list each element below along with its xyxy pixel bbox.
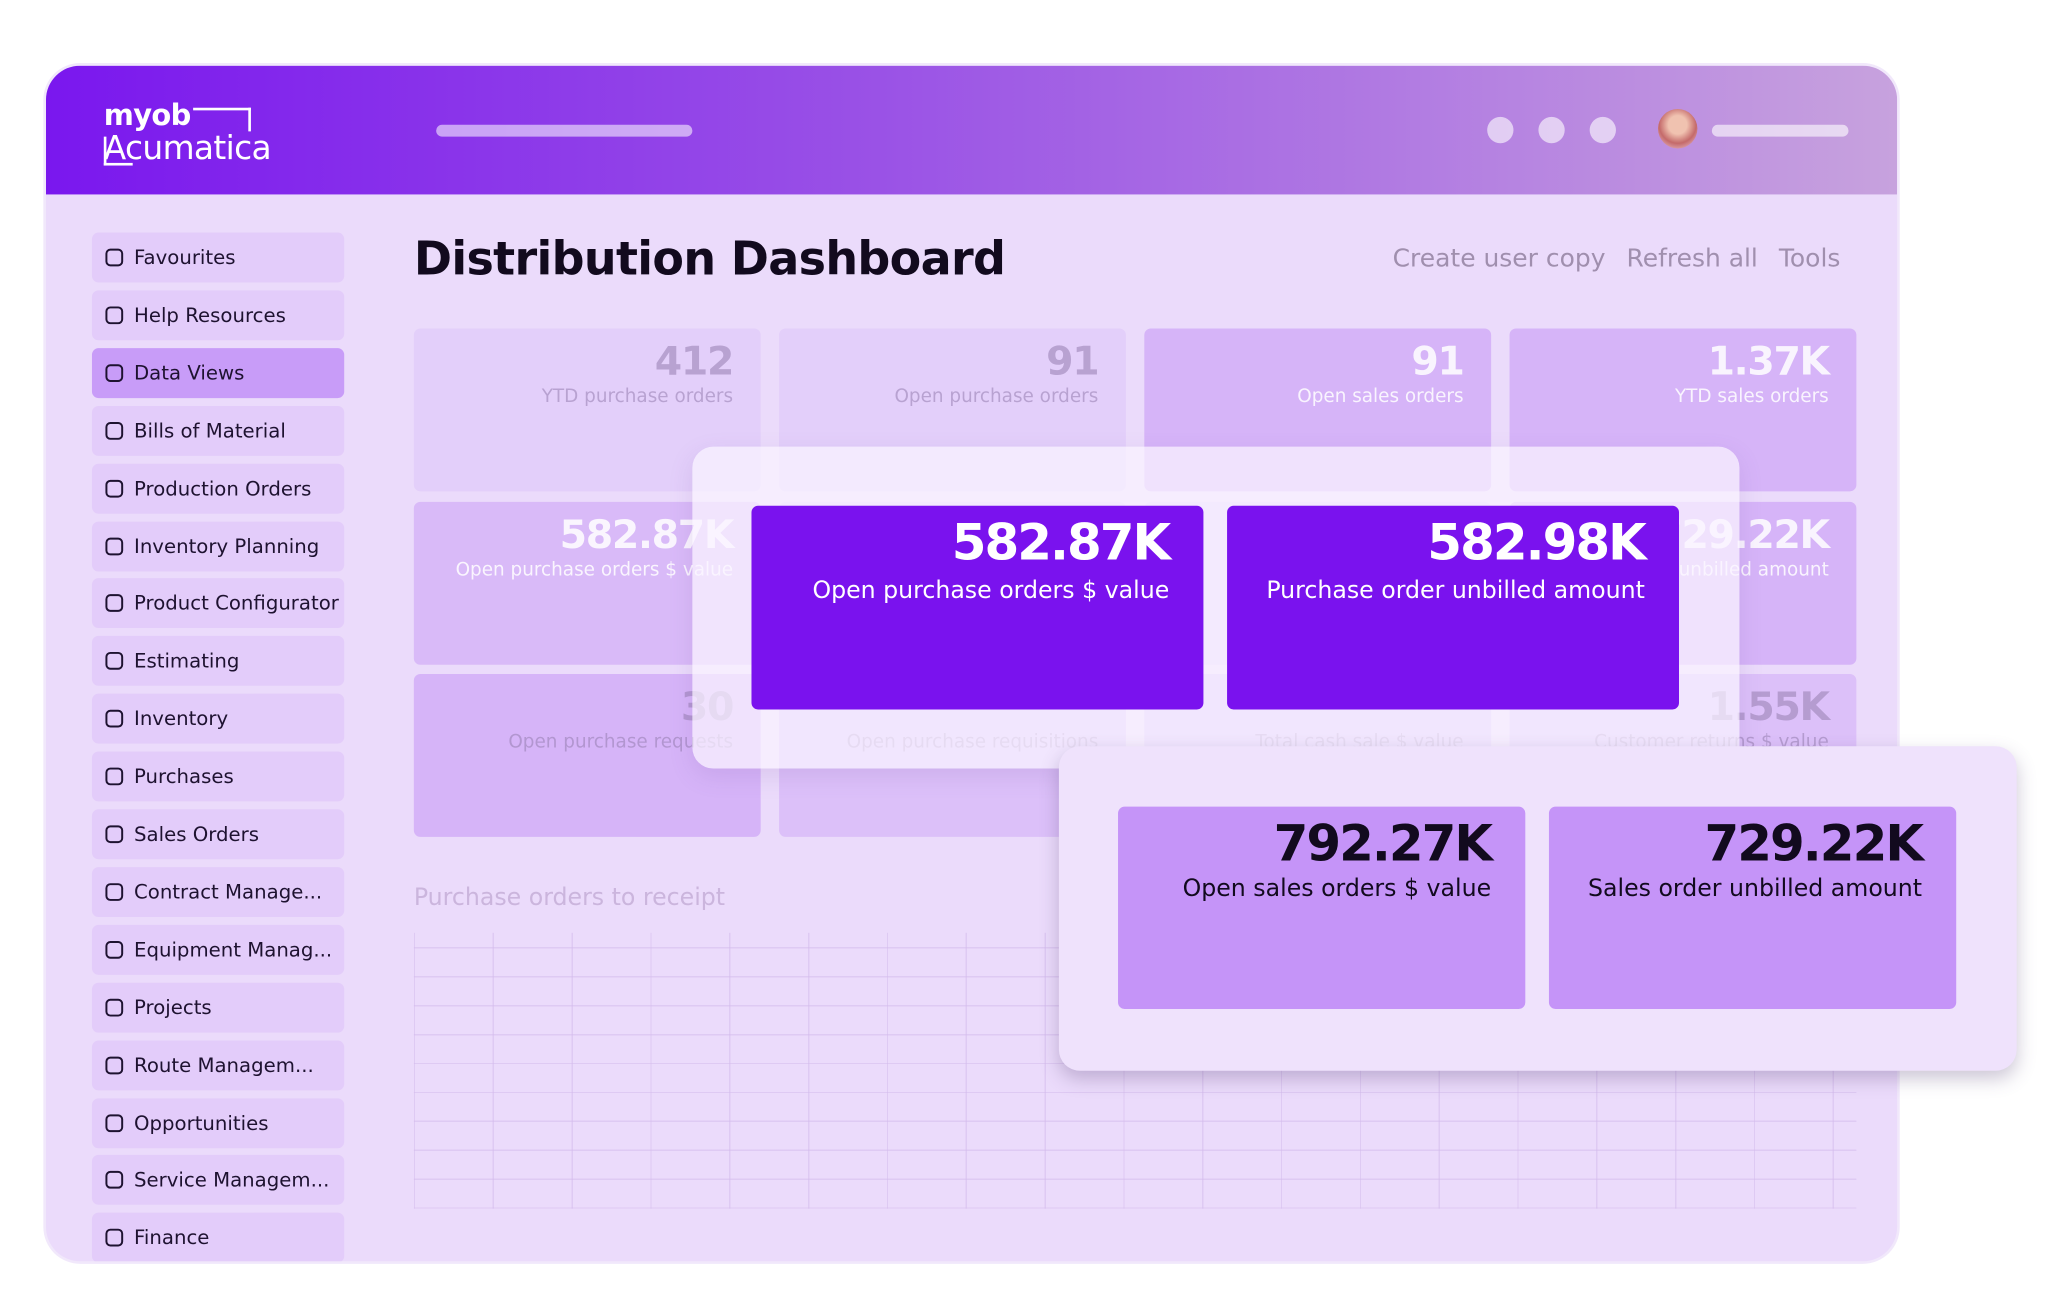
card-value: 729.22K [1704,814,1925,873]
nav-item[interactable]: Favourites [91,232,345,283]
highlight-card: 582.87K Open purchase orders $ value [751,505,1204,710]
nav-icon [105,652,124,671]
tile: 412 YTD purchase orders [413,328,761,492]
tile-label: Open sales orders [1297,386,1464,408]
nav-icon [105,306,124,325]
nav-icon [105,421,124,440]
card-label: Open purchase orders $ value [812,576,1170,605]
tile: 1.37K YTD sales orders [1509,328,1857,492]
nav-item[interactable]: Equipment Manag... [91,924,345,975]
secondary-card: 792.27K Open sales orders $ value [1118,806,1526,1009]
tile-label: YTD sales orders [1674,386,1829,408]
nav-icon [105,479,124,498]
card-label: Sales order unbilled amount [1587,874,1923,903]
nav-item[interactable]: Production Orders [91,463,345,514]
nav-icon [105,363,124,382]
secondary-panel: 792.27K Open sales orders $ value 729.22K S… [1058,746,2017,1071]
dot[interactable] [1538,116,1565,144]
tile-label: Open purchase orders $ value [455,559,734,581]
logo-line [103,136,107,166]
nav-icon [105,1229,124,1247]
nav-icon [105,998,124,1017]
nav-icon [105,1171,124,1190]
logo-line [248,107,251,132]
nav-item[interactable]: Service Managem... [91,1155,345,1206]
nav-icon [105,248,124,267]
dot[interactable] [1487,116,1514,144]
header: myob Acumatica [45,65,1898,195]
section-title: Purchase orders to receipt [413,884,726,912]
nav-icon [105,825,124,844]
nav-icon [105,710,124,728]
nav-icon [105,767,124,786]
nav-icon [105,940,124,959]
avatar[interactable] [1657,109,1698,149]
nav-item[interactable]: Contract Manage... [91,866,345,917]
tile-value: 412 [654,338,735,385]
nav-item[interactable]: Projects [91,982,345,1033]
nav-icon [105,1056,124,1074]
nav-item[interactable]: Sales Orders [91,809,345,860]
tile-label: Open purchase requests [508,731,734,753]
user-placeholder [1711,124,1849,137]
nav-icon [105,883,124,901]
nav-item[interactable]: Purchases [91,751,345,802]
card-label: Open sales orders $ value [1182,874,1492,903]
tile-label: Open purchase orders [894,386,1099,408]
logo-bottom: Acumatica [103,128,272,167]
secondary-card: 729.22K Sales order unbilled amount [1548,806,1957,1009]
toolbar-action[interactable]: Tools [1778,244,1841,274]
nav-item[interactable]: Help Resources [91,290,345,341]
tile-value: 91 [1411,338,1465,385]
toolbar-action[interactable]: Create user copy [1392,244,1606,274]
nav-item[interactable]: Route Managem... [91,1039,345,1090]
card-label: Purchase order unbilled amount [1266,576,1645,605]
toolbar-action[interactable]: Refresh all [1626,244,1758,274]
logo-line [103,162,133,166]
card-value: 582.87K [951,513,1172,572]
highlight-card: 582.98K Purchase order unbilled amount [1227,505,1680,710]
nav-item[interactable]: Estimating [91,636,345,687]
card-value: 792.27K [1273,814,1494,873]
nav-item[interactable]: Inventory [91,693,345,744]
search-placeholder[interactable] [436,124,693,137]
nav-item[interactable]: Bills of Material [91,405,345,456]
dot[interactable] [1589,116,1616,144]
tile-value: 1.37K [1707,338,1831,385]
nav-icon [105,537,124,555]
nav-icon [105,594,124,613]
card-value: 582.98K [1427,513,1647,572]
tile-label: YTD purchase orders [541,386,734,408]
nav-item[interactable]: Data Views [91,347,345,398]
tile-value: 91 [1046,338,1100,385]
nav-item[interactable]: Product Configurator [91,578,345,629]
nav-icon [105,1113,124,1132]
page-title: Distribution Dashboard [413,233,1006,287]
nav-item[interactable]: Inventory Planning [91,520,345,571]
logo-line [193,107,251,111]
nav-item[interactable]: Opportunities [91,1097,345,1148]
nav-item[interactable]: Finance [91,1213,345,1262]
highlight-panel: 582.87K Open purchase orders $ value 582.9… [692,446,1740,769]
logo-top: myob [103,99,192,133]
